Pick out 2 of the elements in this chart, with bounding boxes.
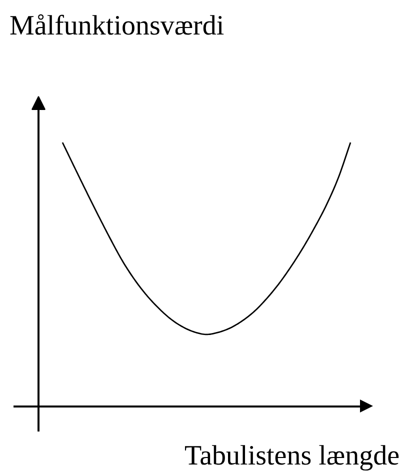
chart-title: Målfunktionsværdi bbox=[10, 10, 224, 42]
x-axis-title: Tabulistens længde bbox=[184, 440, 400, 472]
